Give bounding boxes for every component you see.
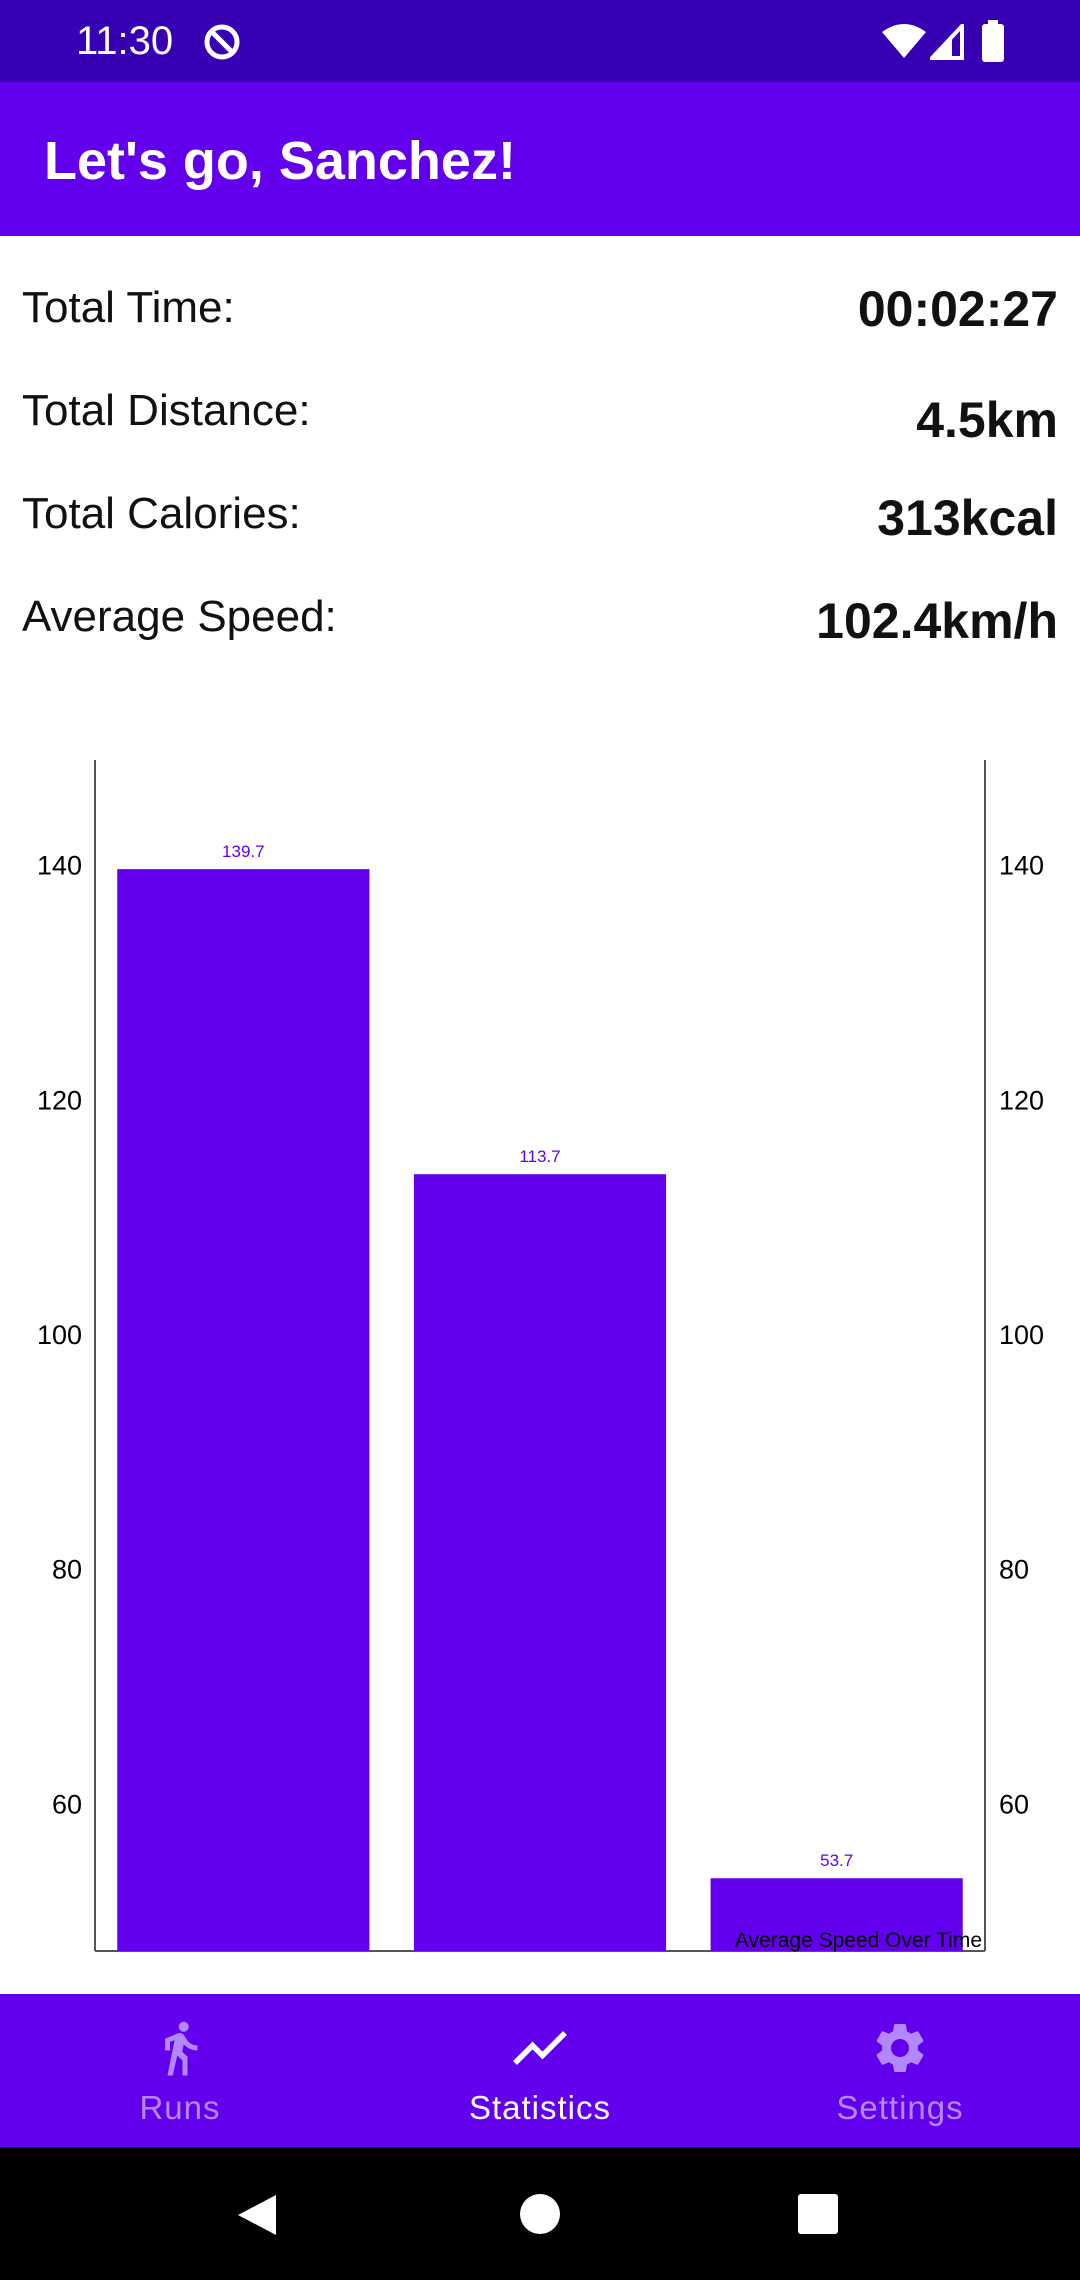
overview-icon[interactable] — [797, 2193, 839, 2235]
total-time-label: Total Time: — [22, 282, 235, 334]
y-tick-label-left: 140 — [37, 851, 82, 881]
average-speed-value: 102.4km/h — [816, 592, 1058, 650]
total-distance-value: 4.5km — [916, 391, 1058, 449]
trending-up-icon — [510, 2018, 570, 2078]
nav-label-statistics: Statistics — [360, 2088, 720, 2128]
total-calories-row: Total Calories: 313kcal — [0, 488, 1080, 578]
nav-item-statistics[interactable]: Statistics — [360, 1994, 720, 2147]
y-tick-label-right: 120 — [999, 1085, 1044, 1115]
back-icon[interactable] — [236, 2193, 278, 2237]
y-tick-label-left: 120 — [37, 1085, 82, 1115]
total-distance-label: Total Distance: — [22, 385, 311, 437]
running-icon — [150, 2018, 210, 2078]
home-icon[interactable] — [519, 2193, 561, 2235]
y-tick-label-right: 100 — [999, 1320, 1044, 1350]
bar-value-label: 139.7 — [222, 842, 265, 861]
battery-icon — [982, 20, 1004, 62]
average-speed-row: Average Speed: 102.4km/h — [0, 591, 1080, 681]
total-distance-row: Total Distance: 4.5km — [0, 385, 1080, 475]
y-tick-label-left: 100 — [37, 1320, 82, 1350]
bar — [414, 1174, 666, 1951]
chart-description: Average Speed Over Time — [735, 1929, 982, 1952]
average-speed-label: Average Speed: — [22, 591, 337, 643]
nav-item-runs[interactable]: Runs — [0, 1994, 360, 2147]
y-tick-label-left: 80 — [52, 1555, 82, 1585]
cell-signal-icon — [930, 24, 964, 60]
y-tick-label-right: 140 — [999, 851, 1044, 881]
nav-label-runs: Runs — [0, 2088, 360, 2128]
wifi-icon — [882, 24, 926, 60]
gear-icon — [870, 2018, 930, 2078]
bar-value-label: 53.7 — [820, 1851, 853, 1870]
bar — [117, 869, 369, 1951]
nav-label-settings: Settings — [720, 2088, 1080, 2128]
data-saver-icon — [202, 22, 242, 62]
y-tick-label-left: 60 — [52, 1789, 82, 1819]
bottom-navigation: Runs Statistics Settings — [0, 1994, 1080, 2147]
system-navigation-bar — [0, 2147, 1080, 2280]
total-time-row: Total Time: 00:02:27 — [0, 282, 1080, 372]
average-speed-chart: 60 60 80 80 100 100 120 120 140 140 139.7 113.7 53.… — [0, 740, 1080, 1980]
status-bar: 11:30 — [0, 0, 1080, 82]
total-calories-value: 313kcal — [877, 489, 1058, 547]
status-time: 11:30 — [76, 18, 173, 64]
total-calories-label: Total Calories: — [22, 488, 301, 540]
nav-item-settings[interactable]: Settings — [720, 1994, 1080, 2147]
y-tick-label-right: 80 — [999, 1555, 1029, 1585]
bar-value-label: 113.7 — [519, 1147, 560, 1166]
y-tick-label-right: 60 — [999, 1789, 1029, 1819]
total-time-value: 00:02:27 — [858, 280, 1058, 338]
app-title: Let's go, Sanchez! — [44, 130, 516, 192]
app-bar: Let's go, Sanchez! — [0, 82, 1080, 236]
